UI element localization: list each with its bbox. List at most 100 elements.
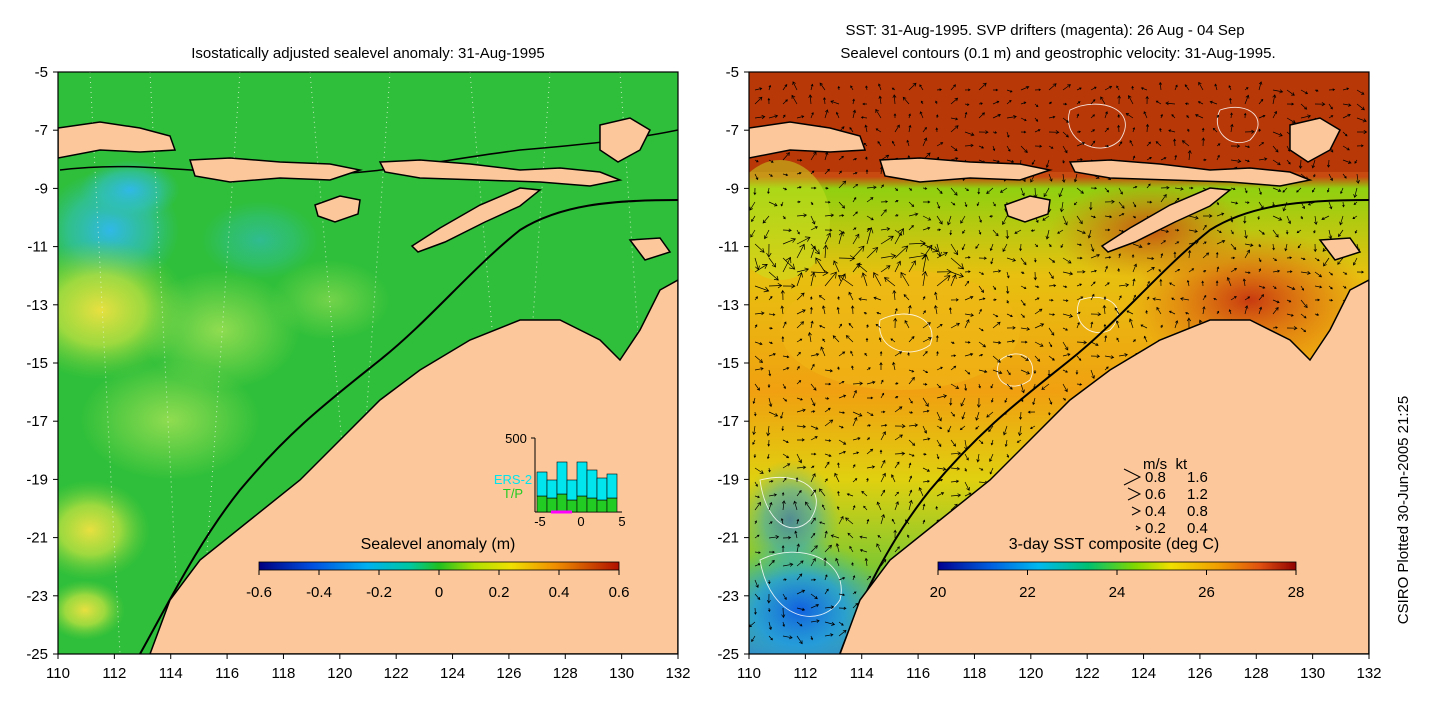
velocity-arrow <box>782 228 792 233</box>
velocity-arrow <box>810 363 815 371</box>
velocity-arrow <box>1354 159 1358 164</box>
left-panel-title: Isostatically adjusted sealevel anomaly:… <box>191 45 545 62</box>
velocity-arrow <box>1076 215 1083 225</box>
velocity-arrow <box>1118 253 1121 259</box>
right-y-tick-label: -13 <box>717 297 739 314</box>
velocity-arrow <box>768 257 776 268</box>
velocity-arrow <box>782 562 794 567</box>
velocity-arrow <box>1104 144 1110 148</box>
velocity-arrow <box>879 362 883 370</box>
velocity-arrow <box>908 411 914 414</box>
velocity-arrow <box>1213 297 1218 301</box>
velocity-arrow <box>1244 296 1251 301</box>
velocity-arrow <box>964 313 974 317</box>
inset-y-label: 500 <box>505 431 527 446</box>
velocity-arrow <box>824 369 833 373</box>
velocity-arrow <box>866 226 874 245</box>
velocity-arrow <box>818 295 826 301</box>
velocity-arrow <box>852 591 857 595</box>
velocity-arrow <box>936 142 944 147</box>
velocity-arrow <box>866 575 872 581</box>
velocity-arrow <box>852 211 858 217</box>
velocity-arrow <box>1104 335 1108 343</box>
velocity-arrow <box>986 411 994 418</box>
left-y-tick-label: -5 <box>35 64 48 81</box>
left-x-tick-label: 128 <box>553 665 578 682</box>
velocity-arrow <box>1258 128 1261 133</box>
velocity-arrow <box>1062 327 1069 331</box>
velocity-arrow <box>922 137 928 147</box>
velocity-arrow <box>1020 313 1025 318</box>
credit-text: CSIRO Plotted 30-Jun-2005 21:25 <box>1395 396 1412 624</box>
velocity-arrow <box>768 114 779 119</box>
velocity-arrow <box>1160 194 1167 203</box>
velocity-arrow <box>1129 139 1134 147</box>
velocity-arrow <box>1034 285 1040 289</box>
inset-bar-ers2 <box>546 479 558 499</box>
velocity-arrow <box>950 466 961 471</box>
velocity-arrow <box>1034 88 1042 92</box>
velocity-arrow <box>1146 267 1155 273</box>
velocity-arrow <box>950 411 955 417</box>
velocity-arrow <box>782 477 787 483</box>
velocity-arrow <box>908 225 914 231</box>
velocity-arrow <box>936 275 951 287</box>
velocity-arrow <box>1272 89 1284 94</box>
velocity-arrow <box>810 245 817 259</box>
velocity-arrow <box>762 215 770 224</box>
velocity-arrow <box>1076 158 1083 161</box>
velocity-arrow <box>1076 355 1082 361</box>
velocity-arrow <box>908 201 915 207</box>
velocity-arrow <box>754 501 762 511</box>
velocity-arrow <box>838 394 847 399</box>
velocity-arrow <box>1194 114 1204 119</box>
velocity-arrow <box>1202 252 1210 259</box>
velocity-arrow <box>1104 355 1115 359</box>
velocity-arrow <box>824 397 830 400</box>
velocity-arrow <box>810 226 818 231</box>
velocity-arrow <box>852 411 863 417</box>
velocity-legend-header: m/s kt <box>1143 456 1188 473</box>
velocity-arrow <box>922 126 927 133</box>
velocity-arrow <box>1328 88 1336 92</box>
sla-colorbar-tick-label: 0.2 <box>489 584 510 601</box>
velocity-arrow <box>838 201 846 209</box>
velocity-arrow <box>1146 242 1151 246</box>
velocity-arrow <box>990 383 994 389</box>
velocity-arrow <box>1057 229 1064 234</box>
velocity-arrow <box>1006 131 1010 138</box>
velocity-arrow <box>1143 335 1148 343</box>
velocity-arrow <box>824 621 836 626</box>
velocity-arrow <box>1258 114 1266 119</box>
velocity-arrow <box>852 416 858 427</box>
velocity-arrow <box>935 127 939 133</box>
velocity-arrow <box>1174 320 1179 329</box>
velocity-arrow <box>1027 410 1036 414</box>
velocity-arrow <box>1216 229 1222 233</box>
velocity-arrow <box>880 184 884 189</box>
velocity-arrow <box>978 102 983 105</box>
velocity-arrow <box>1020 257 1027 266</box>
velocity-arrow <box>1258 157 1268 161</box>
velocity-arrow <box>1089 201 1093 211</box>
velocity-arrow <box>860 116 868 119</box>
velocity-arrow <box>796 518 800 525</box>
velocity-arrow <box>908 212 919 217</box>
velocity-arrow <box>864 352 868 357</box>
velocity-arrow <box>936 439 942 448</box>
velocity-arrow <box>1272 215 1283 221</box>
velocity-arrow <box>988 425 994 433</box>
velocity-arrow <box>1230 112 1233 119</box>
velocity-arrow <box>1048 341 1053 348</box>
velocity-arrow <box>992 298 997 302</box>
velocity-arrow <box>900 271 910 287</box>
velocity-arrow <box>1181 140 1190 147</box>
velocity-arrow <box>936 394 948 399</box>
left-y-tick-label: -9 <box>35 180 48 197</box>
velocity-arrow <box>1132 185 1138 189</box>
right-x-tick-label: 112 <box>793 665 817 682</box>
velocity-arrow <box>936 187 943 194</box>
velocity-arrow <box>902 96 910 105</box>
velocity-arrow <box>780 305 784 315</box>
velocity-arrow <box>781 545 785 553</box>
